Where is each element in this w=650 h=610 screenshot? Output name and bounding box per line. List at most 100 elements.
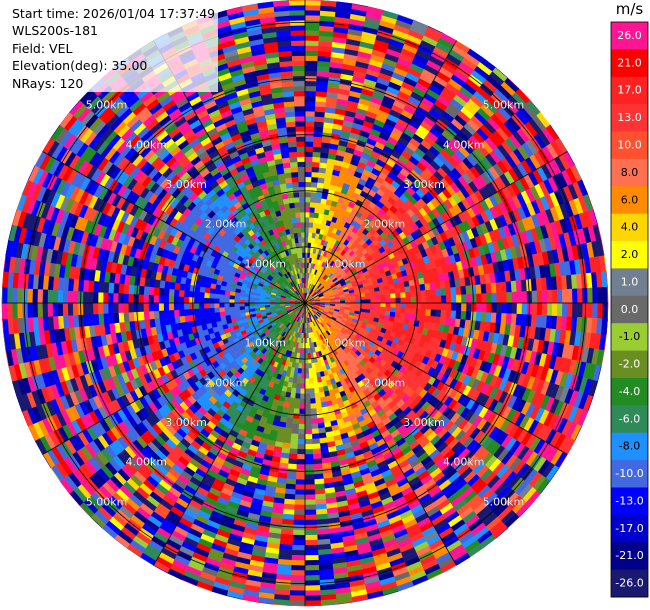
range-gate [310, 191, 317, 198]
range-gate [435, 288, 442, 297]
range-gate [309, 393, 316, 400]
range-gate [602, 302, 609, 320]
range-gate [304, 393, 311, 400]
range-gate [308, 227, 314, 233]
range-gate [304, 227, 310, 233]
range-gate [304, 418, 312, 425]
range-gate [292, 534, 306, 541]
range-gate [536, 302, 543, 316]
range-gate [293, 514, 306, 521]
range-gate [304, 100, 316, 107]
range-gate [495, 312, 502, 324]
range-gate [349, 297, 356, 301]
range-gate [394, 287, 401, 294]
range-gate [296, 464, 306, 470]
range-gate [521, 291, 528, 304]
range-gate [354, 296, 361, 301]
range-gate [312, 156, 321, 163]
range-gate [304, 95, 317, 102]
range-gate [456, 294, 462, 304]
range-gate [304, 514, 317, 521]
range-gate [461, 302, 467, 312]
range-gate [312, 453, 322, 460]
range-gate [365, 302, 371, 307]
range-gate [289, 590, 306, 597]
range-gate [602, 286, 609, 304]
range-gate [501, 292, 508, 304]
range-gate [304, 181, 312, 188]
range-gate [450, 286, 457, 296]
range-gate [506, 302, 513, 315]
range-gate [551, 289, 558, 304]
range-gate [405, 308, 412, 315]
range-gate [304, 403, 311, 410]
range-gate [304, 383, 310, 390]
range-gate [375, 298, 382, 304]
range-gate [290, 433, 299, 440]
range-gate [471, 302, 477, 313]
range-gate [420, 308, 427, 316]
range-gate [304, 171, 313, 178]
range-gate [375, 302, 382, 308]
range-gate [440, 287, 447, 297]
range-gate [384, 289, 391, 295]
range-gate [307, 363, 313, 369]
range-gate [300, 378, 306, 385]
range-gate [304, 459, 314, 465]
range-gate [410, 296, 417, 304]
range-gate [375, 306, 381, 312]
range-gate [496, 292, 503, 304]
range-gate [289, 443, 298, 450]
range-gate [399, 312, 406, 320]
range-gate [577, 302, 584, 318]
range-gate [291, 423, 299, 430]
range-gate [370, 299, 376, 304]
range-gate [365, 299, 371, 304]
range-gate [294, 499, 306, 506]
range-gate [304, 40, 319, 47]
range-gate [531, 290, 538, 304]
range-gate [471, 293, 477, 304]
range-gate [304, 539, 318, 546]
range-gate [294, 393, 301, 400]
range-gate [430, 295, 437, 304]
range-gate [304, 479, 315, 486]
range-gate [311, 423, 319, 430]
range-gate [296, 448, 306, 455]
range-gate [304, 433, 313, 440]
range-gate [475, 284, 482, 295]
range-gate [291, 559, 306, 566]
range-gate [304, 9, 321, 16]
range-gate [300, 373, 306, 380]
range-gate [370, 295, 376, 300]
range-gate [307, 352, 312, 359]
range-gate [425, 289, 432, 297]
range-gate [572, 288, 578, 304]
range-gate [304, 438, 313, 445]
range-gate [375, 294, 381, 300]
range-gate [304, 519, 317, 526]
range-gate [410, 308, 417, 315]
range-gate [566, 288, 573, 304]
range-gate [304, 423, 312, 430]
range-gate [365, 295, 371, 301]
range-gate [390, 307, 397, 313]
range-gate [292, 529, 306, 536]
range-gate [312, 141, 323, 148]
range-gate [425, 302, 432, 310]
range-gate [308, 222, 314, 228]
range-gate [461, 294, 467, 304]
range-gate [395, 292, 402, 299]
range-gate [300, 383, 306, 390]
range-gate [304, 590, 321, 597]
range-gate [304, 564, 320, 571]
range-gate [304, 206, 311, 213]
range-gate [304, 156, 313, 163]
range-gate [288, 448, 298, 455]
range-gate [420, 296, 427, 304]
range-gate [304, 499, 316, 506]
range-gate [301, 368, 306, 374]
range-gate [298, 418, 306, 425]
range-gate [390, 293, 397, 299]
